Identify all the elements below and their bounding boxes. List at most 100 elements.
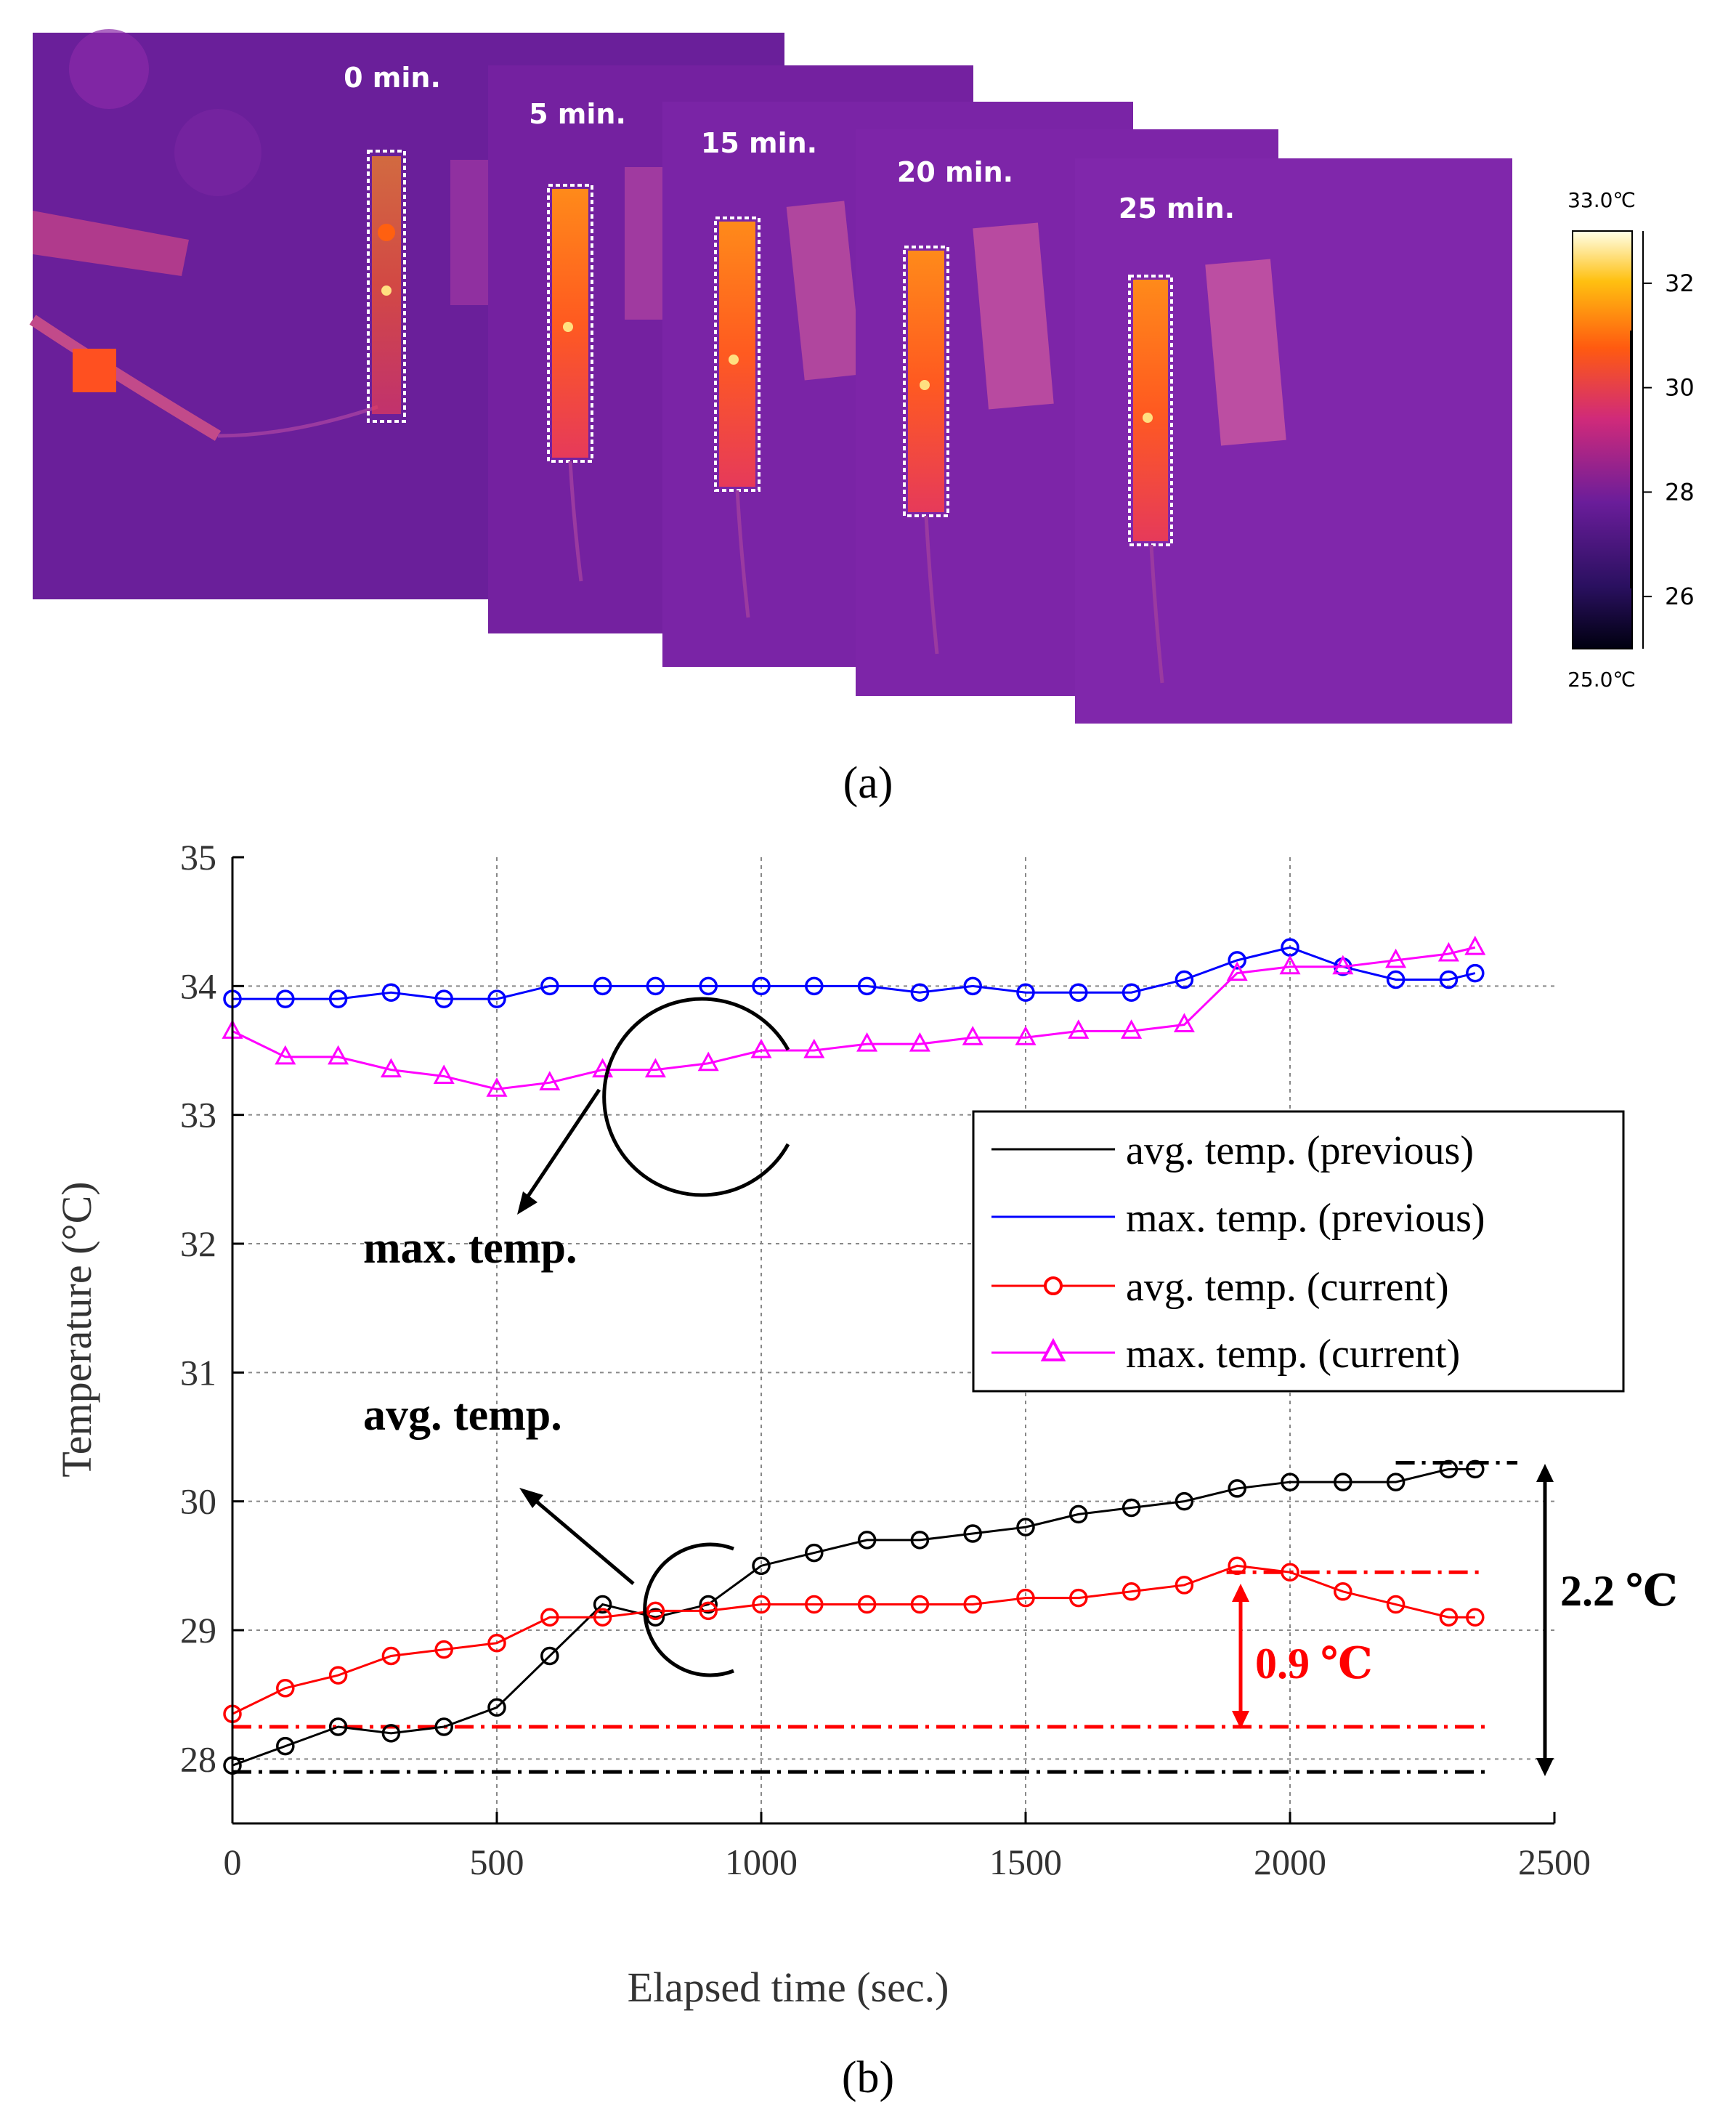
data-point: [487, 989, 506, 1008]
avg-arrow: [527, 1494, 635, 1585]
data-point: [1439, 1459, 1459, 1479]
data-point: [752, 976, 771, 996]
series-2: [223, 1556, 1485, 1724]
data-point: [910, 1595, 930, 1614]
data-point: [540, 976, 559, 996]
data-point: [487, 1698, 506, 1717]
data-point: [275, 1045, 296, 1065]
series-line: [232, 1564, 1475, 1715]
legend-item-avg-previous: avg. temp. (previous): [991, 1128, 1474, 1173]
frame-label: 15 min.: [701, 127, 817, 159]
data-point: [1121, 1498, 1141, 1518]
series-line: [232, 946, 1476, 1000]
data-point: [1334, 1473, 1352, 1491]
y-tick-label: 35: [180, 837, 216, 878]
panel-b-caption: (b): [842, 2053, 894, 2102]
data-point: [1175, 1491, 1194, 1511]
data-point: [699, 976, 718, 996]
data-point: [1016, 1518, 1035, 1536]
data-point: [328, 1717, 348, 1736]
data-point: [1466, 963, 1485, 983]
diff-current-label: 0.9 ℃: [1255, 1640, 1373, 1688]
data-point: [857, 1595, 877, 1614]
data-point: [381, 1646, 401, 1666]
data-point: [539, 1071, 561, 1090]
frame-label: 5 min.: [529, 98, 626, 130]
x-tick-label: 500: [470, 1842, 524, 1882]
data-point: [328, 1045, 349, 1065]
data-point: [1332, 955, 1354, 975]
data-point: [1068, 1019, 1090, 1039]
y-tick-label: 31: [180, 1352, 216, 1393]
data-point: [1121, 983, 1141, 1002]
data-point: [857, 976, 877, 996]
data-point: [1439, 970, 1459, 989]
data-point: [434, 1717, 453, 1736]
data-point: [803, 1038, 825, 1058]
y-tick-label: 32: [180, 1223, 216, 1264]
data-point: [1121, 1582, 1141, 1601]
data-point: [1281, 1473, 1299, 1491]
legend-item-avg-current: avg. temp. (current): [991, 1265, 1449, 1310]
series-0: [223, 1459, 1485, 1775]
x-tick-label: 2500: [1518, 1842, 1591, 1882]
series-line: [232, 946, 1476, 1090]
frame-label: 20 min.: [897, 156, 1013, 188]
legend-label: avg. temp. (current): [1126, 1265, 1449, 1310]
data-point: [486, 1077, 508, 1097]
diff-previous-label: 2.2 ℃: [1560, 1567, 1678, 1615]
series-3: [222, 936, 1486, 1097]
data-point: [697, 1051, 719, 1072]
data-point: [434, 989, 453, 1008]
diff-previous-marker: 2.2 ℃: [1536, 1464, 1678, 1776]
x-tick-label: 1000: [725, 1842, 798, 1882]
data-point: [1439, 1608, 1459, 1627]
data-point: [909, 1032, 930, 1052]
series-1: [223, 938, 1485, 1008]
data-point: [1466, 1459, 1485, 1479]
roi-box: [1128, 275, 1173, 546]
diff-current-marker: 0.9 ℃: [1232, 1584, 1373, 1729]
data-point: [1334, 1582, 1352, 1601]
data-point: [699, 1601, 718, 1621]
legend: avg. temp. (previous) max. temp. (previo…: [972, 1110, 1625, 1393]
data-point: [381, 1724, 401, 1743]
data-point: [1069, 983, 1088, 1002]
data-point: [1121, 1019, 1143, 1039]
data-point: [433, 1064, 455, 1084]
max-arrow: [519, 1088, 601, 1207]
data-point: [1069, 1588, 1088, 1608]
data-point: [593, 976, 612, 996]
data-point: [1385, 948, 1407, 968]
data-point: [540, 1608, 559, 1627]
data-point: [593, 1608, 612, 1627]
frame-label: 0 min.: [344, 62, 441, 94]
data-point: [963, 1595, 982, 1614]
data-point: [963, 1524, 982, 1543]
data-point: [750, 1038, 772, 1058]
roi-box: [367, 150, 406, 423]
data-point: [963, 976, 982, 996]
data-point: [805, 976, 824, 996]
data-point: [962, 1026, 983, 1045]
data-point: [805, 1543, 824, 1563]
data-point: [1437, 941, 1459, 962]
legend-label: max. temp. (current): [1126, 1332, 1460, 1377]
data-point: [1279, 955, 1301, 975]
axes: 0 500 1000 1500 2000 2500 28 29 30 31 32 33 34 35: [180, 837, 1591, 1882]
max-temp-annotation: max. temp.: [363, 1223, 577, 1273]
y-tick-label: 34: [180, 965, 216, 1006]
chart: 0 500 1000 1500 2000 2500 28 29 30 31 32 33 34 35 Ela…: [53, 837, 1678, 2011]
colorbar-max-label: 33.0℃: [1567, 188, 1636, 212]
series-layer: [222, 936, 1486, 1775]
colorbar-tick-label: 28: [1665, 478, 1695, 506]
data-point: [380, 1058, 402, 1078]
data-point: [1464, 936, 1486, 955]
data-point: [856, 1032, 878, 1052]
data-point: [593, 1595, 612, 1614]
data-point: [1466, 1608, 1485, 1627]
data-point: [434, 1640, 453, 1659]
x-tick-label: 1500: [989, 1842, 1062, 1882]
colorbar-tick-label: 32: [1665, 270, 1695, 297]
